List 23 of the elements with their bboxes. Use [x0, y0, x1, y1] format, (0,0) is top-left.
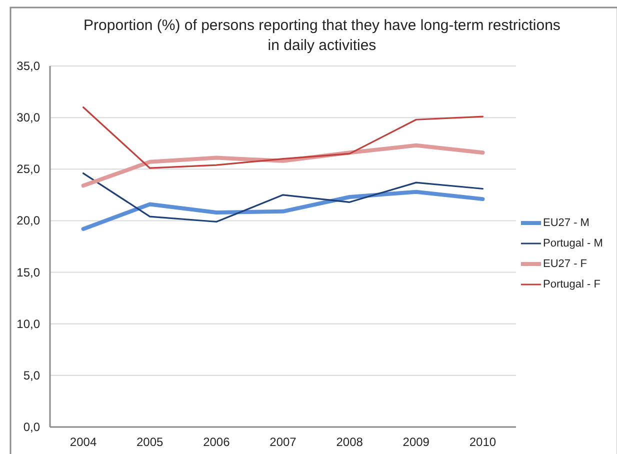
x-tick-label: 2007 — [270, 435, 297, 449]
y-tick-label: 25,0 — [16, 162, 40, 176]
y-tick-label: 5,0 — [23, 368, 40, 382]
legend-label: Portugal - M — [543, 238, 603, 250]
legend-label: Portugal - F — [543, 278, 601, 290]
y-tick-label: 10,0 — [16, 316, 40, 331]
line-series — [82, 172, 484, 223]
x-tick-label: 2009 — [402, 435, 430, 449]
x-tick-label: 2004 — [70, 435, 97, 449]
line-series — [82, 106, 484, 169]
line-series — [81, 190, 485, 231]
y-tick-label: 0,0 — [23, 420, 40, 434]
y-tick-label: 35,0 — [16, 59, 40, 73]
x-tick-label: 2006 — [203, 435, 230, 449]
y-tick-label: 30,0 — [16, 110, 40, 125]
chart-title: Proportion (%) of persons reporting that they have long-term restrictions in daily activities — [84, 17, 560, 54]
legend-label: EU27 - M — [543, 217, 590, 229]
y-tick-label: 20,0 — [16, 214, 40, 228]
x-tick-label: 2010 — [469, 435, 496, 449]
x-tick-label: 2005 — [136, 435, 164, 449]
legend-label: EU27 - F — [543, 258, 588, 270]
y-tick-label: 15,0 — [16, 265, 40, 280]
x-tick-label: 2008 — [336, 435, 364, 449]
